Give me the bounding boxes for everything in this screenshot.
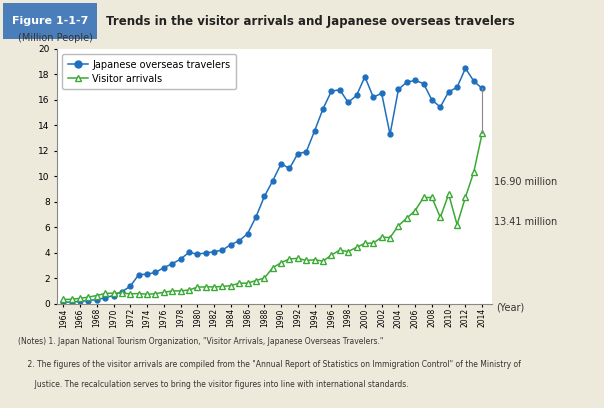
Text: (Million People): (Million People) xyxy=(18,33,93,43)
Text: Trends in the visitor arrivals and Japanese overseas travelers: Trends in the visitor arrivals and Japan… xyxy=(106,15,515,28)
Visitor arrivals xyxy=(60,297,67,302)
Text: Figure 1-1-7: Figure 1-1-7 xyxy=(12,16,88,27)
Visitor arrivals xyxy=(152,291,159,296)
Japanese overseas travelers xyxy=(336,87,344,92)
Japanese overseas travelers xyxy=(185,250,193,255)
Line: Visitor arrivals: Visitor arrivals xyxy=(60,130,485,302)
Visitor arrivals xyxy=(194,285,201,290)
Line: Japanese overseas travelers: Japanese overseas travelers xyxy=(61,66,484,305)
Japanese overseas travelers xyxy=(60,300,67,305)
Text: Justice. The recalculation serves to bring the visitor figures into line with in: Justice. The recalculation serves to bri… xyxy=(18,380,409,389)
Visitor arrivals xyxy=(478,131,486,135)
Legend: Japanese overseas travelers, Visitor arrivals: Japanese overseas travelers, Visitor arr… xyxy=(62,54,236,89)
Japanese overseas travelers xyxy=(361,74,368,79)
Japanese overseas travelers xyxy=(152,270,159,275)
Text: (Year): (Year) xyxy=(496,302,525,312)
Text: 2. The figures of the visitor arrivals are compiled from the "Annual Report of S: 2. The figures of the visitor arrivals a… xyxy=(18,360,521,369)
Japanese overseas travelers xyxy=(478,86,486,91)
Visitor arrivals xyxy=(336,248,344,253)
Japanese overseas travelers xyxy=(470,79,477,84)
Visitor arrivals xyxy=(185,288,193,293)
FancyBboxPatch shape xyxy=(3,3,97,40)
Text: (Notes) 1. Japan National Tourism Organization, "Visitor Arrivals, Japanese Over: (Notes) 1. Japan National Tourism Organi… xyxy=(18,337,384,346)
Text: 16.90 million: 16.90 million xyxy=(494,177,557,186)
Japanese overseas travelers xyxy=(462,66,469,71)
Japanese overseas travelers xyxy=(194,252,201,257)
Visitor arrivals xyxy=(361,241,368,246)
Visitor arrivals xyxy=(470,169,477,174)
Text: 13.41 million: 13.41 million xyxy=(494,217,557,227)
